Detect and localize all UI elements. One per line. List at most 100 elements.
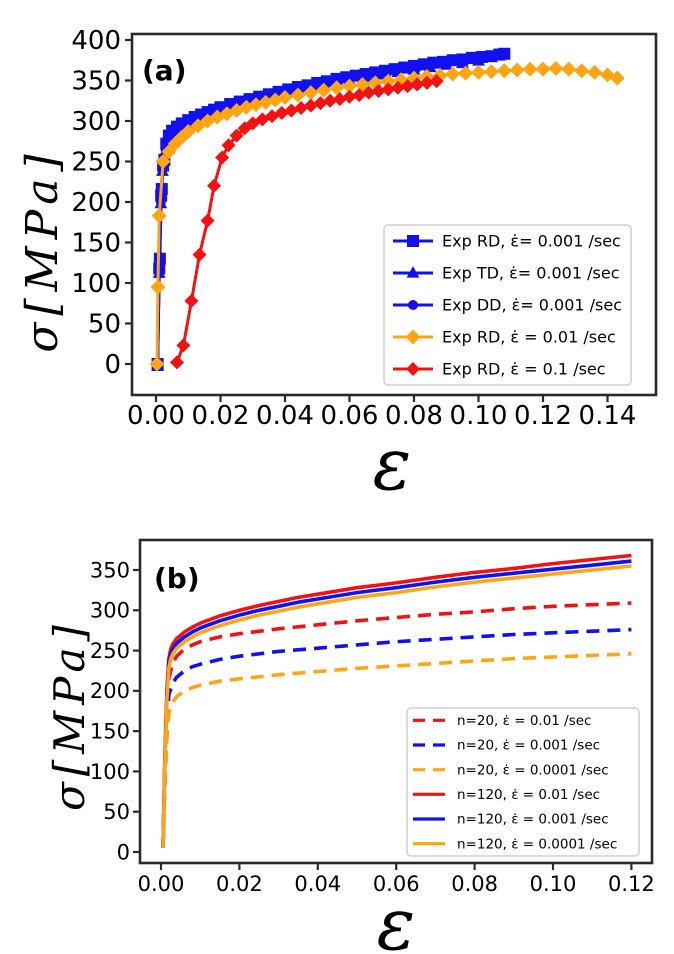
- marker-diamond: [313, 96, 328, 111]
- marker-square: [311, 76, 324, 89]
- series-line-n-20-0-001-sec: [161, 627, 632, 849]
- marker-square: [330, 72, 343, 85]
- legend-entry-label: Exp RD, ε̇= 0.001 /sec: [442, 232, 621, 251]
- marker-diamond: [151, 208, 167, 224]
- marker-diamond: [361, 85, 376, 100]
- y-tick-label: 100: [71, 269, 121, 299]
- marker-diamond: [390, 80, 405, 95]
- legend: n=20, ε̇ = 0.01 /sec n=20, ε̇ = 0.001 /se…: [406, 707, 640, 857]
- marker-diamond: [471, 64, 486, 80]
- legend-entry-label: n=20, ε̇ = 0.0001 /sec: [457, 762, 609, 778]
- y-tick-label: 300: [90, 599, 130, 623]
- x-tick-label: 0.00: [138, 872, 185, 896]
- x-axis-label: ε: [377, 882, 416, 954]
- marker-diamond: [150, 279, 166, 295]
- marker-diamond: [587, 64, 603, 80]
- legend: Exp RD, ε̇= 0.001 /sec Exp TD, ε̇= 0.001 …: [383, 224, 632, 386]
- marker-diamond: [274, 105, 289, 120]
- x-tick-label: 0.12: [514, 401, 572, 431]
- legend-entry: Exp DD, ε̇= 0.001 /sec: [393, 296, 622, 315]
- y-axis: 0 50 100 150 200 250 300 350: [90, 558, 140, 864]
- marker-diamond: [180, 124, 196, 140]
- marker-diamond: [548, 60, 564, 76]
- marker-diamond: [410, 77, 425, 92]
- x-tick-label: 0.00: [127, 401, 185, 431]
- x-axis: 0.00 0.02 0.04 0.06 0.08 0.10 0.12: [138, 863, 655, 896]
- marker-diamond: [221, 138, 236, 153]
- x-axis: 0.00 0.02 0.04 0.06 0.08 0.10 0.12 0.14: [127, 395, 636, 431]
- series-exp-rd-0-01-sec: [149, 60, 625, 372]
- panel-label: (b): [154, 562, 200, 595]
- marker-diamond: [290, 87, 306, 103]
- legend-entry: n=20, ε̇ = 0.01 /sec: [413, 713, 591, 729]
- axes-frame: [130, 32, 658, 397]
- marker-diamond: [303, 85, 319, 101]
- series-line-n-20-0-0001-sec: [161, 652, 632, 849]
- marker-square: [498, 47, 511, 60]
- marker-diamond: [496, 63, 512, 79]
- legend-entry-label: n=20, ε̇ = 0.01 /sec: [457, 713, 591, 729]
- marker-diamond: [342, 89, 357, 104]
- y-axis-label: σ[MPa]: [17, 147, 68, 352]
- marker-square: [427, 56, 440, 69]
- marker-diamond: [149, 356, 165, 372]
- x-tick-label: 0.04: [294, 872, 341, 896]
- legend-marker-triangle: [406, 266, 420, 278]
- x-axis-label: ε: [373, 422, 412, 506]
- x-tick-label: 0.10: [450, 401, 508, 431]
- marker-diamond: [303, 98, 318, 113]
- marker-square: [359, 68, 372, 81]
- marker-diamond: [380, 73, 396, 89]
- series-n-120-0-0001-sec: [161, 564, 632, 849]
- y-tick-label: 150: [71, 229, 121, 259]
- series-group: [149, 47, 625, 372]
- marker-diamond: [277, 90, 293, 106]
- marker-diamond: [316, 82, 332, 98]
- marker-diamond: [381, 82, 396, 97]
- x-tick-label: 0.08: [451, 872, 498, 896]
- x-tick-label: 0.04: [256, 401, 314, 431]
- marker-square: [349, 69, 362, 82]
- marker-diamond: [284, 103, 299, 118]
- legend-entry-label: Exp TD, ε̇= 0.001 /sec: [442, 264, 619, 283]
- y-axis-label: σ[MPa]: [45, 619, 94, 811]
- legend-entry-label: Exp DD, ε̇= 0.001 /sec: [442, 296, 622, 315]
- marker-square: [369, 66, 382, 79]
- y-tick-label: 0: [117, 840, 130, 864]
- marker-square: [388, 63, 401, 76]
- marker-diamond: [371, 84, 386, 99]
- legend-entry: Exp TD, ε̇= 0.001 /sec: [393, 264, 619, 283]
- x-tick-label: 0.06: [373, 872, 420, 896]
- marker-diamond: [509, 62, 525, 78]
- y-tick-label: 0: [104, 350, 121, 380]
- x-tick-label: 0.02: [216, 872, 263, 896]
- marker-square: [446, 54, 459, 67]
- marker-diamond: [429, 74, 444, 89]
- marker-diamond: [332, 92, 347, 107]
- y-tick-label: 200: [71, 188, 121, 218]
- marker-square: [417, 58, 430, 71]
- y-tick-label: 50: [103, 800, 130, 824]
- legend-entry: n=120, ε̇ = 0.0001 /sec: [413, 836, 617, 852]
- legend-entry-label: Exp RD, ε̇ = 0.1 /sec: [442, 360, 606, 379]
- marker-diamond: [445, 66, 461, 82]
- marker-diamond: [522, 61, 538, 77]
- y-tick-label: 300: [71, 107, 121, 137]
- legend-entry: Exp RD, ε̇ = 0.1 /sec: [393, 360, 606, 379]
- marker-diamond: [200, 213, 215, 228]
- marker-square: [437, 55, 450, 68]
- legend-entry-label: n=20, ε̇ = 0.001 /sec: [457, 738, 600, 754]
- legend-entry-label: Exp RD, ε̇ = 0.01 /sec: [442, 328, 616, 347]
- marker-diamond: [329, 80, 345, 96]
- y-axis: 0 50 100 150 200 250 300 350 400: [71, 26, 132, 380]
- y-tick-label: 350: [71, 67, 121, 97]
- x-tick-label: 0.08: [385, 401, 443, 431]
- marker-diamond: [561, 61, 577, 77]
- y-tick-label: 350: [90, 558, 130, 582]
- series-line-n-120-0-0001-sec: [161, 564, 632, 849]
- legend-entry: Exp RD, ε̇= 0.001 /sec: [393, 232, 621, 251]
- legend-entry-label: n=120, ε̇ = 0.001 /sec: [457, 812, 609, 828]
- marker-square: [175, 117, 188, 130]
